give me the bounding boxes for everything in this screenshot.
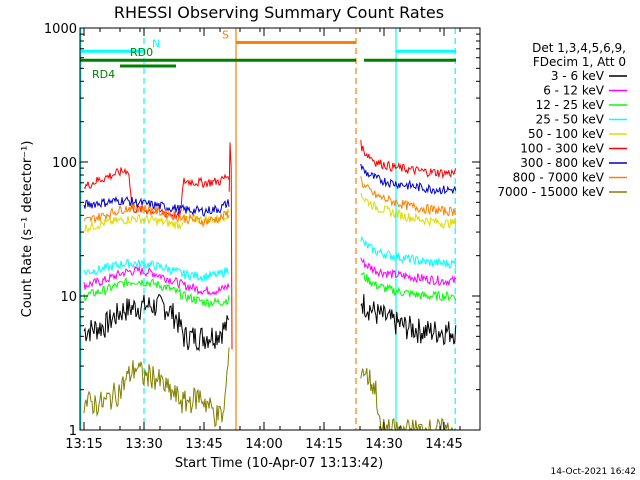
footer-date: 14-Oct-2021 16:42 [551,467,636,477]
chart-title: RHESSI Observing Summary Count Rates [114,3,444,22]
legend-label: 7000 - 15000 keV [497,185,604,199]
x-axis-label: Start Time (10-Apr-07 13:13:42) [175,456,383,471]
legend: Det 1,3,4,5,6,9, FDecim 1, Att 0 3 - 6 k… [497,41,627,199]
series-line [360,192,457,229]
series-line [360,257,457,287]
mode-label-rd4: RD4 [92,68,115,81]
legend-label: 800 - 7000 keV [513,171,605,185]
annotation-layer: N S RD0 RD4 [80,28,456,430]
series-line [360,176,457,217]
series-6-12-kev [83,257,457,296]
series-12-25-kev [83,271,457,309]
legend-label: 6 - 12 keV [543,84,605,98]
series-3-6-kev [83,293,457,352]
mode-label-rd0: RD0 [130,46,153,59]
series-layer [83,140,457,432]
series-300-800-kev [83,163,457,217]
series-line [360,271,457,302]
legend-header-line-1: Det 1,3,4,5,6,9, [532,41,626,55]
legend-label: 300 - 800 keV [520,156,604,170]
x-tick-label: 13:15 [65,437,102,452]
legend-label: 50 - 100 keV [528,127,605,141]
y-axis-label: Count Rate (s⁻¹ detector⁻¹) [20,141,35,318]
mode-label-s: S [222,28,229,41]
series-line [83,195,230,217]
legend-label: 100 - 300 keV [520,142,604,156]
series-line [360,294,457,346]
series-7000-15000-kev [83,347,456,432]
series-line [360,140,457,180]
legend-header-line-2: FDecim 1, Att 0 [533,55,626,69]
x-tick-label: 14:00 [245,437,282,452]
y-tick-label: 1 [69,424,77,439]
series-line [360,163,457,195]
y-tick-label: 10 [60,290,77,305]
series-line [83,258,230,283]
series-800-7000-kev [83,176,457,228]
legend-label: 12 - 25 keV [536,98,605,112]
series-line [360,236,457,270]
series-line [360,368,456,432]
y-tick-label: 1000 [44,22,77,37]
legend-label: 3 - 6 keV [551,69,605,83]
series-line [83,293,230,352]
mode-label-n: N [152,37,160,50]
series-line [83,203,230,228]
legend-label: 25 - 50 keV [536,113,605,127]
plot-frame [79,27,481,431]
x-tick-label: 13:30 [125,437,162,452]
series-line [83,265,230,296]
x-tick-label: 13:45 [185,437,222,452]
series-line [83,347,230,428]
series-line [83,276,230,309]
series-25-50-kev [83,236,457,283]
flare-spike [228,142,233,350]
y-tick-label: 100 [52,156,77,171]
x-tick-label: 14:15 [305,437,342,452]
series-50-100-kev [83,192,457,234]
axis-layer: 13:15 13:30 13:45 14:00 14:15 14:30 14:45 1 10 10… [44,22,481,452]
x-tick-label: 14:30 [365,437,402,452]
x-tick-label: 14:45 [425,437,462,452]
